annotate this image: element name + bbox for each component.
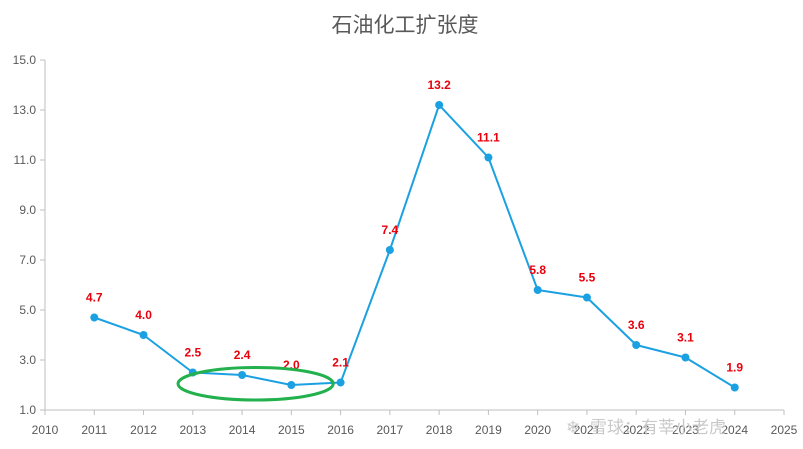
highlight-ellipse bbox=[176, 366, 335, 402]
snowball-logo-icon: ❄ bbox=[566, 418, 580, 438]
data-label: 5.5 bbox=[579, 271, 596, 285]
x-tick-label: 2017 bbox=[377, 423, 404, 437]
x-tick-label: 2021 bbox=[574, 423, 601, 437]
data-point bbox=[484, 153, 493, 162]
y-tick-label: 1.0 bbox=[19, 403, 36, 417]
data-label: 3.6 bbox=[628, 318, 645, 332]
chart-title: 石油化工扩张度 bbox=[332, 13, 479, 37]
data-point bbox=[238, 371, 247, 379]
x-tick-label: 2022 bbox=[623, 423, 650, 437]
data-point bbox=[90, 313, 99, 322]
x-tick-label: 2012 bbox=[130, 423, 157, 437]
data-label: 7.4 bbox=[382, 223, 399, 237]
data-point bbox=[336, 378, 345, 387]
data-point bbox=[632, 341, 641, 349]
y-tick-label: 9.0 bbox=[19, 203, 36, 217]
x-tick-label: 2020 bbox=[524, 423, 551, 437]
data-label: 4.7 bbox=[86, 291, 103, 305]
data-point bbox=[435, 101, 444, 109]
y-tick-label: 11.0 bbox=[14, 153, 37, 167]
x-tick-label: 2018 bbox=[426, 423, 453, 437]
data-label: 13.2 bbox=[427, 78, 451, 92]
y-tick-label: 13.0 bbox=[13, 103, 37, 117]
x-tick-label: 2011 bbox=[81, 423, 107, 437]
y-tick-label: 15.0 bbox=[13, 53, 37, 67]
x-tick-label: 2024 bbox=[721, 423, 748, 437]
x-tick-label: 2010 bbox=[32, 423, 59, 437]
chart-axes: 1.0 3.0 5.0 7.0 9.0 11.0 13.0 15.0 2010 2011 2012 2… bbox=[13, 53, 798, 437]
data-point bbox=[385, 246, 394, 254]
data-label: 3.1 bbox=[677, 331, 694, 345]
data-label: 2.4 bbox=[234, 348, 251, 362]
data-label: 5.8 bbox=[529, 263, 546, 277]
data-point bbox=[582, 293, 591, 302]
data-point bbox=[730, 383, 739, 392]
y-tick-label: 5.0 bbox=[19, 303, 36, 317]
data-labels: 4.74.02.5 2.42.0 2.17.413.211.15.85.53.63.… bbox=[86, 78, 743, 375]
x-tick-label: 2013 bbox=[179, 423, 206, 437]
data-label: 1.9 bbox=[726, 361, 743, 375]
highlight-layer bbox=[176, 366, 335, 402]
x-tick-label: 2019 bbox=[475, 423, 502, 437]
data-point bbox=[533, 286, 542, 294]
data-label: 11.1 bbox=[477, 131, 500, 145]
x-tick-label: 2015 bbox=[278, 423, 305, 437]
data-label: 2.5 bbox=[184, 346, 201, 360]
x-tick-label: 2025 bbox=[771, 423, 798, 437]
x-tick-label: 2023 bbox=[672, 423, 699, 437]
data-label: 2.1 bbox=[332, 356, 349, 370]
data-label: 4.0 bbox=[135, 308, 152, 322]
y-tick-label: 3.0 bbox=[19, 353, 36, 367]
watermark-text: 雪球：有莘小老虎 bbox=[590, 418, 726, 438]
y-tick-label: 7.0 bbox=[19, 253, 36, 267]
data-point bbox=[681, 353, 690, 362]
data-point bbox=[139, 331, 148, 339]
x-tick-label: 2014 bbox=[229, 423, 256, 437]
watermark: ❄ 雪球：有莘小老虎 bbox=[566, 418, 726, 438]
data-point bbox=[287, 381, 296, 389]
x-tick-label: 2016 bbox=[327, 423, 354, 437]
